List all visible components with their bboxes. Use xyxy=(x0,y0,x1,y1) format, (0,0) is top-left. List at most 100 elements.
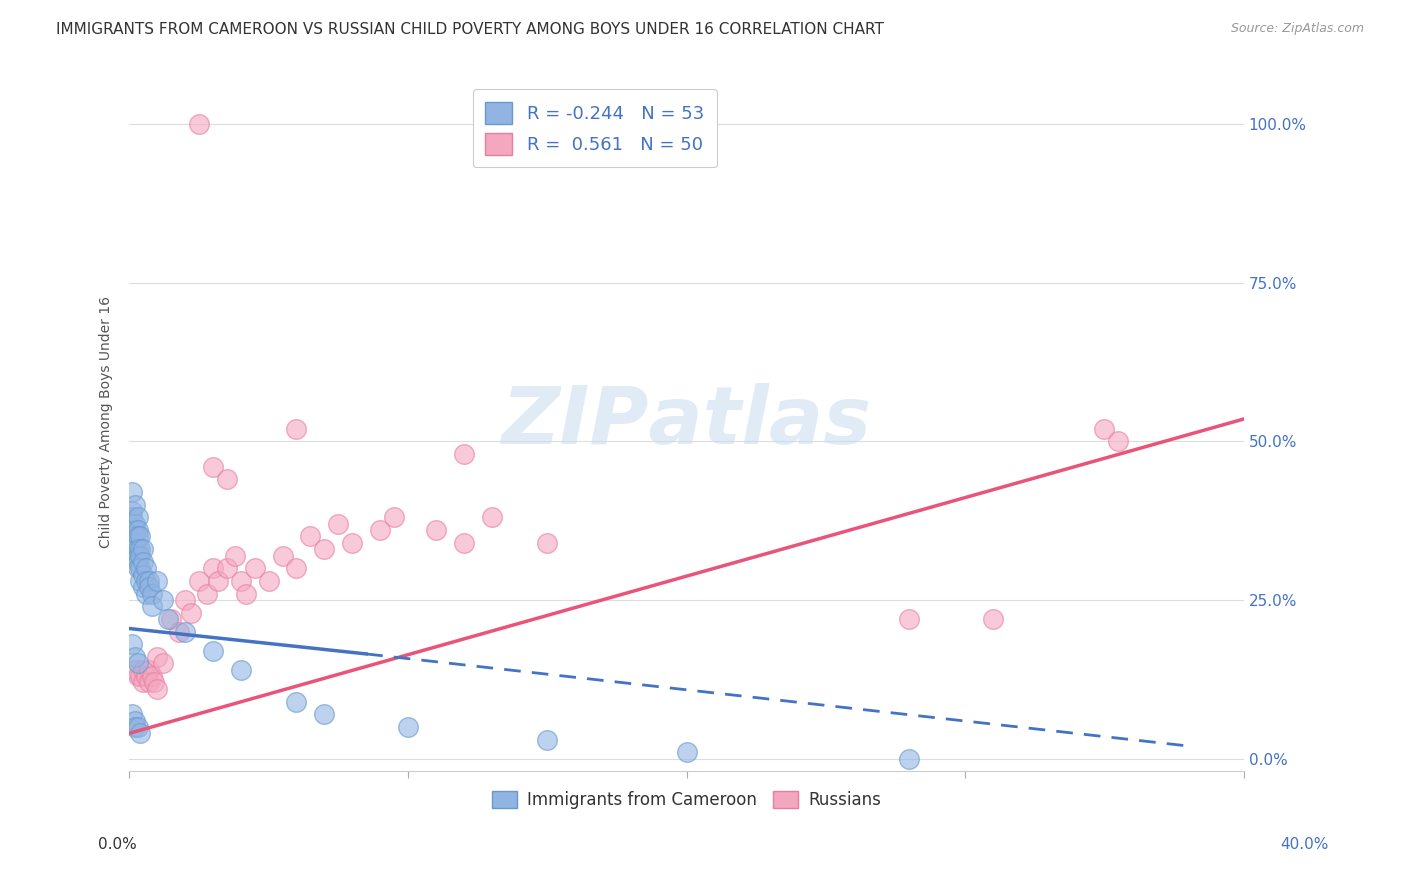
Text: ZIP​atlas: ZIP​atlas xyxy=(502,384,872,461)
Text: 40.0%: 40.0% xyxy=(1281,837,1329,852)
Point xyxy=(188,574,211,588)
Point xyxy=(481,510,503,524)
Point xyxy=(898,612,921,626)
Point xyxy=(127,523,149,537)
Point xyxy=(121,504,143,518)
Point xyxy=(127,657,149,671)
Point xyxy=(127,510,149,524)
Point xyxy=(127,549,149,563)
Point xyxy=(141,586,163,600)
Point xyxy=(207,574,229,588)
Point xyxy=(1094,421,1116,435)
Point xyxy=(129,574,152,588)
Point xyxy=(129,542,152,557)
Point xyxy=(382,510,405,524)
Point xyxy=(138,675,160,690)
Point xyxy=(229,574,252,588)
Point xyxy=(124,650,146,665)
Point xyxy=(124,549,146,563)
Point xyxy=(132,675,155,690)
Point xyxy=(425,523,447,537)
Point xyxy=(146,681,169,696)
Point xyxy=(536,536,558,550)
Point xyxy=(1107,434,1129,449)
Point xyxy=(201,459,224,474)
Point xyxy=(285,561,308,575)
Point xyxy=(152,593,174,607)
Point xyxy=(121,485,143,500)
Point xyxy=(124,536,146,550)
Point xyxy=(169,624,191,639)
Point xyxy=(124,663,146,677)
Point xyxy=(138,580,160,594)
Point xyxy=(124,498,146,512)
Point xyxy=(314,707,336,722)
Point xyxy=(135,669,157,683)
Point xyxy=(143,675,166,690)
Point xyxy=(146,574,169,588)
Point xyxy=(141,599,163,614)
Point xyxy=(257,574,280,588)
Point xyxy=(132,567,155,582)
Point xyxy=(127,669,149,683)
Point xyxy=(174,624,197,639)
Point xyxy=(129,549,152,563)
Point xyxy=(174,593,197,607)
Point xyxy=(138,574,160,588)
Point xyxy=(135,574,157,588)
Point xyxy=(146,650,169,665)
Point xyxy=(243,561,266,575)
Point xyxy=(132,542,155,557)
Point xyxy=(299,529,322,543)
Point xyxy=(129,561,152,575)
Point xyxy=(285,694,308,708)
Point xyxy=(453,447,475,461)
Point xyxy=(124,529,146,543)
Point xyxy=(215,561,238,575)
Point xyxy=(129,529,152,543)
Point xyxy=(124,720,146,734)
Point xyxy=(285,421,308,435)
Legend: Immigrants from Cameroon, Russians: Immigrants from Cameroon, Russians xyxy=(485,784,889,815)
Point xyxy=(127,555,149,569)
Point xyxy=(215,472,238,486)
Text: IMMIGRANTS FROM CAMEROON VS RUSSIAN CHILD POVERTY AMONG BOYS UNDER 16 CORRELATIO: IMMIGRANTS FROM CAMEROON VS RUSSIAN CHIL… xyxy=(56,22,884,37)
Text: Source: ZipAtlas.com: Source: ZipAtlas.com xyxy=(1230,22,1364,36)
Point xyxy=(124,523,146,537)
Y-axis label: Child Poverty Among Boys Under 16: Child Poverty Among Boys Under 16 xyxy=(100,296,114,549)
Point xyxy=(132,580,155,594)
Point xyxy=(127,561,149,575)
Point xyxy=(368,523,391,537)
Point xyxy=(201,561,224,575)
Point xyxy=(124,542,146,557)
Point xyxy=(152,657,174,671)
Point xyxy=(160,612,183,626)
Point xyxy=(157,612,180,626)
Point xyxy=(314,542,336,557)
Point xyxy=(127,720,149,734)
Text: 0.0%: 0.0% xyxy=(98,837,138,852)
Point xyxy=(224,549,246,563)
Point xyxy=(129,726,152,740)
Point xyxy=(235,586,257,600)
Point xyxy=(898,752,921,766)
Point xyxy=(453,536,475,550)
Point xyxy=(129,669,152,683)
Point xyxy=(188,117,211,131)
Point xyxy=(271,549,294,563)
Point xyxy=(121,637,143,651)
Point xyxy=(675,745,697,759)
Point xyxy=(132,663,155,677)
Point xyxy=(127,529,149,543)
Point xyxy=(201,644,224,658)
Point xyxy=(121,707,143,722)
Point xyxy=(396,720,419,734)
Point xyxy=(135,586,157,600)
Point xyxy=(124,714,146,728)
Point xyxy=(180,606,202,620)
Point xyxy=(141,669,163,683)
Point xyxy=(127,542,149,557)
Point xyxy=(229,663,252,677)
Point xyxy=(138,663,160,677)
Point xyxy=(135,561,157,575)
